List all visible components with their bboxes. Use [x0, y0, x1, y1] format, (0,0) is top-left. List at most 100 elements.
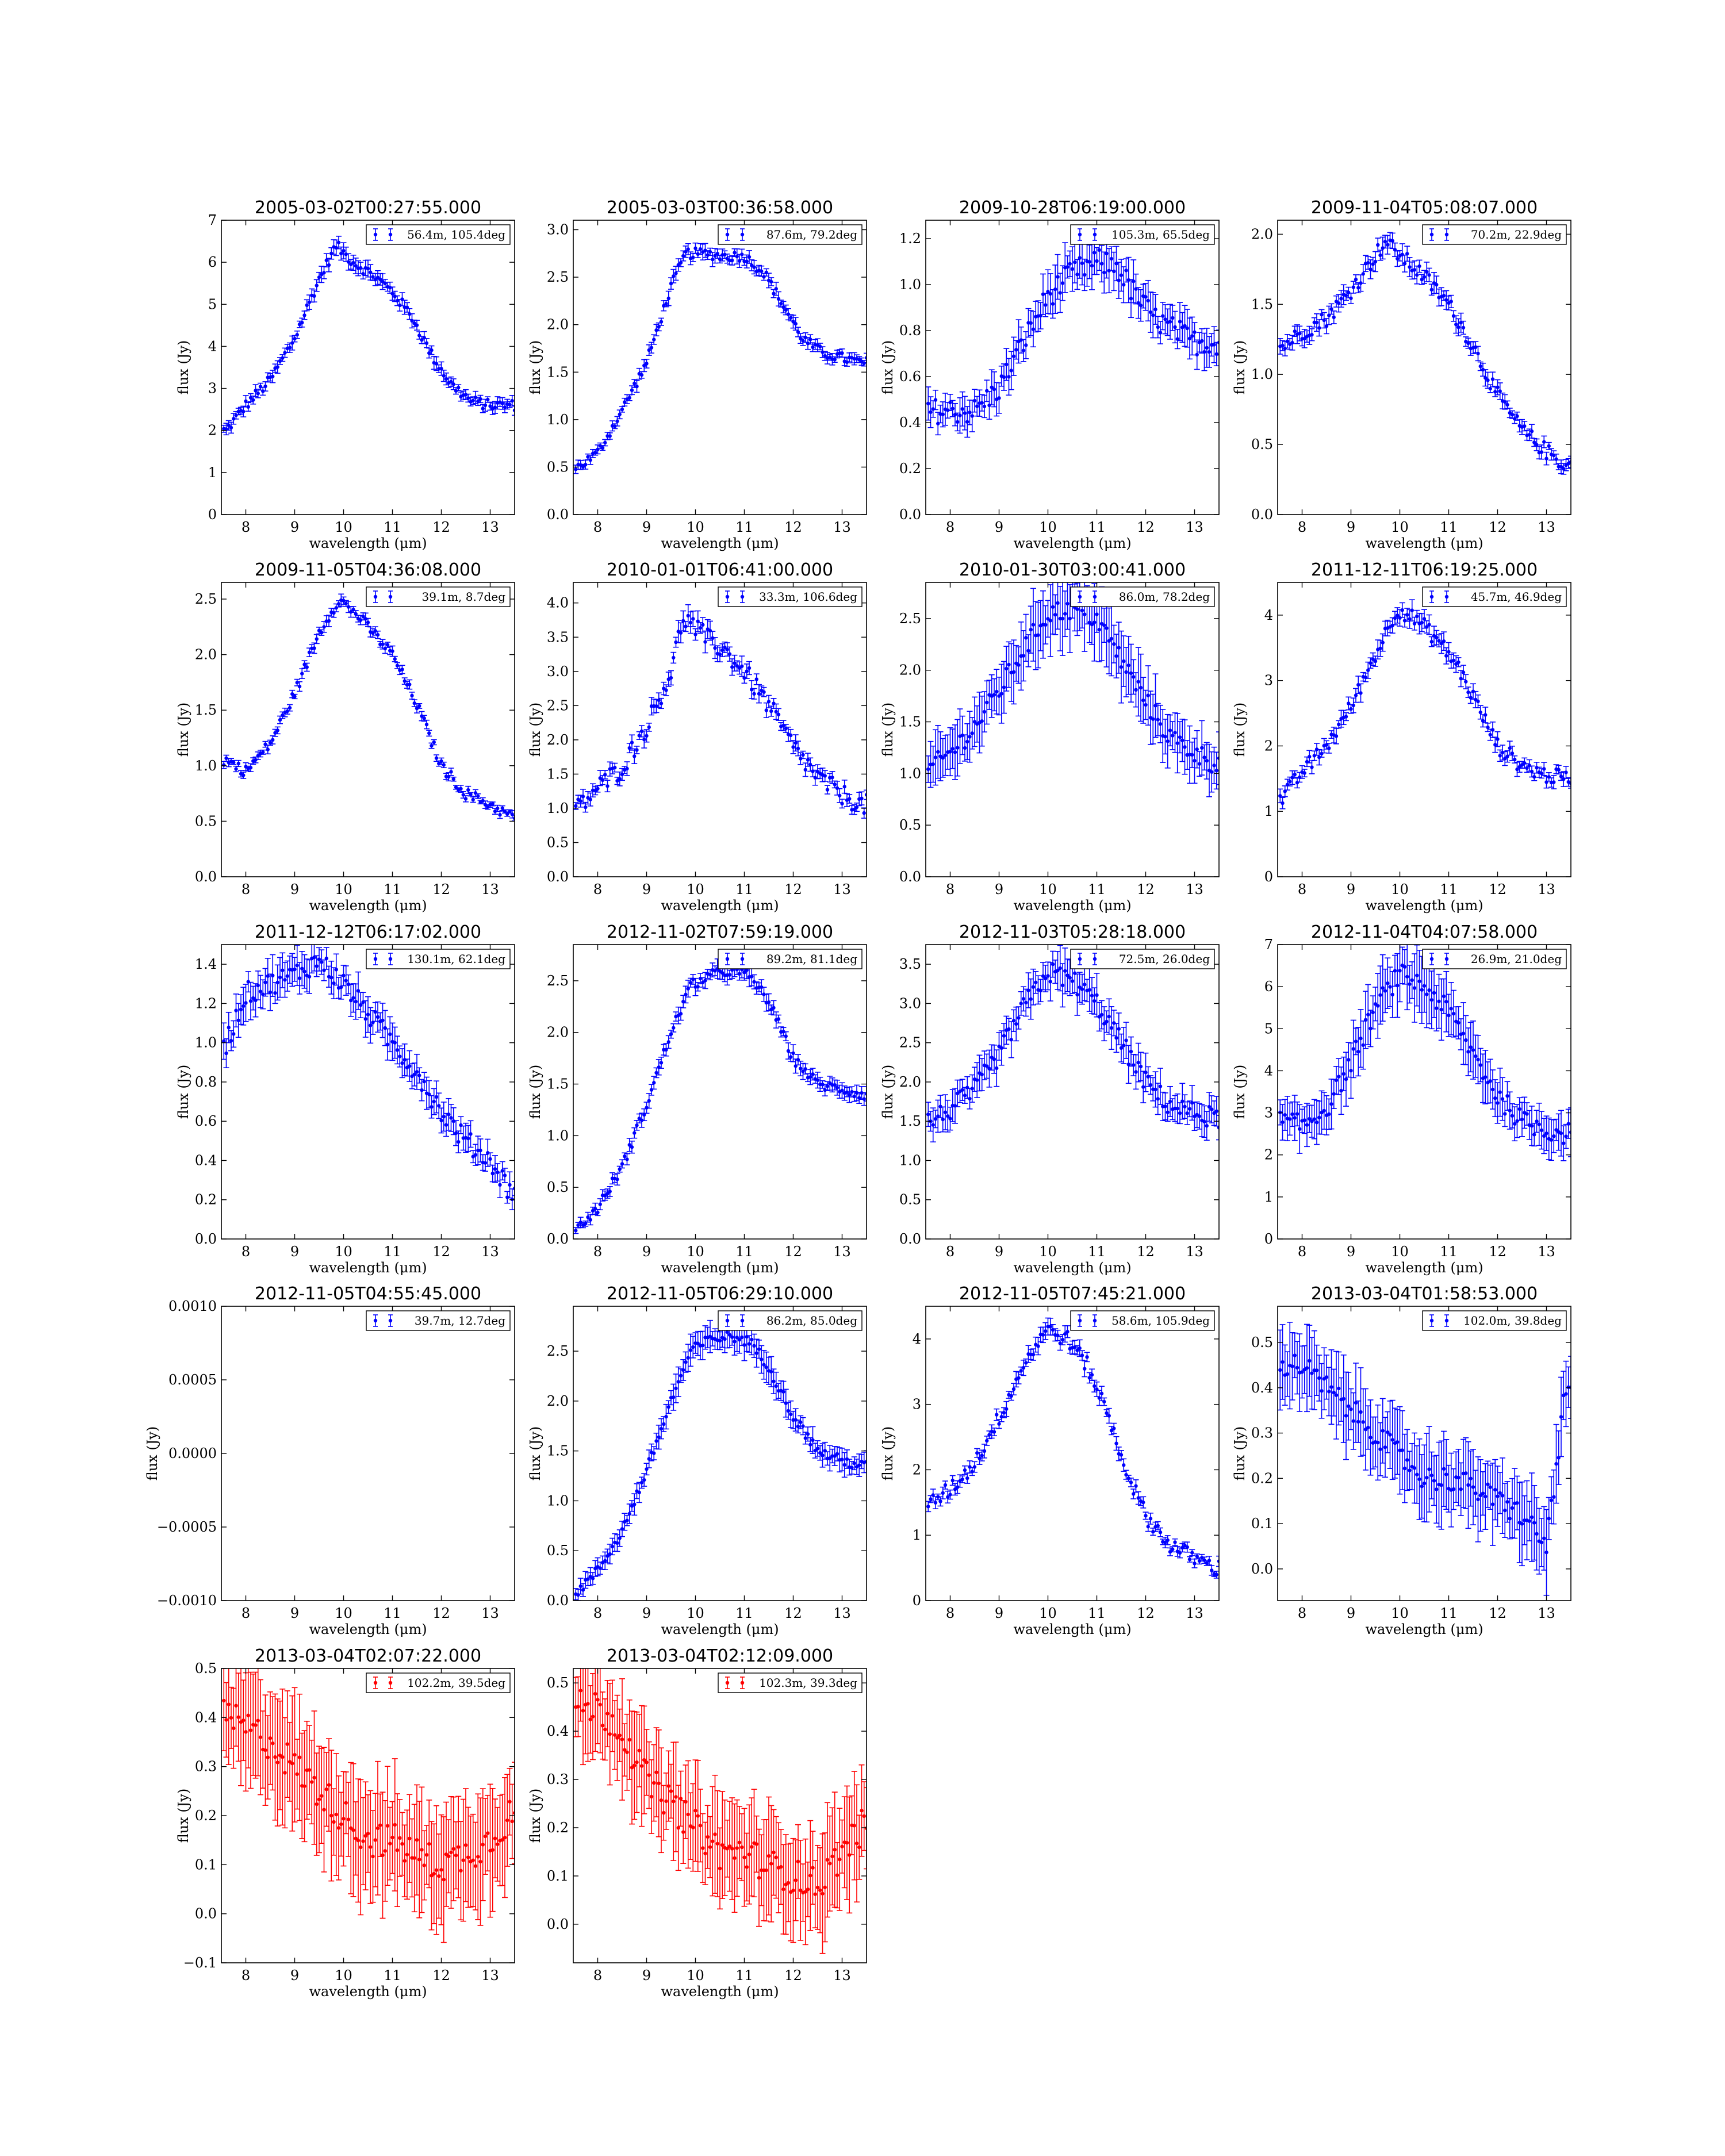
data-point	[730, 665, 734, 669]
data-point	[799, 336, 803, 340]
data-point	[258, 385, 263, 389]
x-tick-label: 12	[432, 519, 450, 535]
data-point	[1190, 753, 1194, 757]
data-point	[605, 1191, 610, 1196]
subplot-title: 2009-10-28T06:19:00.000	[959, 198, 1186, 218]
data-point	[1090, 622, 1094, 627]
data-point	[588, 797, 592, 801]
data-point	[1083, 612, 1087, 616]
data-point	[234, 1008, 238, 1012]
x-tick-label: 8	[593, 881, 602, 897]
data-point	[596, 1210, 600, 1215]
data-point	[1493, 743, 1497, 747]
data-point	[1070, 267, 1075, 271]
data-point	[588, 458, 592, 462]
data-point	[1122, 283, 1126, 287]
data-point	[356, 989, 361, 993]
data-point	[447, 1112, 451, 1117]
data-point	[430, 348, 434, 352]
data-point	[1398, 616, 1402, 620]
data-point	[632, 381, 637, 386]
data-point	[708, 972, 712, 977]
y-tick-label: 1.0	[547, 800, 569, 816]
data-point	[254, 389, 258, 393]
data-point	[1461, 325, 1466, 330]
data-point	[1329, 307, 1333, 311]
data-point	[229, 1038, 233, 1043]
data-point	[711, 258, 715, 262]
data-point	[664, 302, 668, 306]
y-tick-label: 1.5	[1251, 296, 1273, 312]
x-axis-label: wavelength (μm)	[309, 535, 427, 551]
data-point	[603, 440, 607, 445]
x-tick-label: 11	[384, 881, 401, 897]
subplot-6: 2010-01-01T06:41:00.000 8 9 10 11 12 13 0.0 0.5 1…	[527, 560, 867, 914]
data-point	[625, 1157, 629, 1161]
data-point	[1051, 605, 1055, 609]
data-point	[222, 763, 226, 767]
data-point	[1295, 781, 1300, 785]
data-point	[825, 788, 830, 792]
subplot-title: 2011-12-12T06:17:02.000	[255, 922, 481, 942]
data-point	[608, 434, 612, 438]
data-point	[381, 1018, 385, 1022]
data-point	[417, 704, 421, 708]
data-point	[1078, 256, 1082, 260]
data-point	[678, 260, 683, 265]
data-point	[605, 784, 610, 788]
data-point	[266, 974, 270, 978]
data-point	[603, 773, 607, 777]
data-point	[1402, 262, 1407, 266]
data-point	[363, 617, 367, 621]
data-point	[332, 981, 336, 985]
data-point	[1185, 326, 1189, 331]
y-tick-label: 2	[208, 423, 217, 439]
data-point	[251, 398, 255, 402]
data-point	[1532, 440, 1536, 444]
data-point	[346, 260, 351, 264]
data-point	[842, 785, 846, 789]
data-point	[1153, 704, 1157, 708]
data-point	[1161, 314, 1165, 318]
data-point	[1435, 635, 1439, 640]
data-point	[342, 248, 346, 253]
y-tick-label: 0.2	[195, 1192, 217, 1208]
plot-frame	[221, 582, 515, 877]
plot-frame	[573, 582, 867, 877]
data-point	[708, 250, 712, 254]
data-point	[371, 631, 375, 635]
data-point	[478, 397, 482, 401]
data-point	[1451, 658, 1456, 662]
data-point	[366, 620, 370, 624]
data-point	[410, 693, 414, 698]
x-tick-label: 13	[1186, 519, 1203, 535]
data-point	[371, 275, 375, 279]
data-point	[1046, 290, 1050, 294]
data-point	[1197, 762, 1202, 766]
y-tick-label: 2	[1264, 738, 1273, 754]
y-tick-label: 1	[208, 465, 217, 481]
data-point	[686, 987, 690, 991]
data-point	[1435, 282, 1439, 287]
data-point	[315, 964, 319, 968]
data-point	[645, 734, 649, 738]
data-point	[776, 712, 781, 716]
data-point	[1337, 722, 1341, 727]
x-axis-label: wavelength (μm)	[661, 535, 779, 551]
y-tick-label: 1.0	[195, 1035, 217, 1051]
data-point	[408, 682, 412, 686]
x-tick-label: 12	[1489, 519, 1506, 535]
data-point	[1080, 608, 1084, 612]
data-point	[1095, 612, 1099, 616]
data-point	[833, 358, 837, 362]
data-point	[1344, 293, 1348, 298]
data-point	[1523, 761, 1527, 765]
data-point	[1134, 688, 1138, 692]
data-point	[1146, 298, 1150, 303]
x-tick-label: 11	[735, 881, 753, 897]
y-axis-label: flux (Jy)	[527, 703, 543, 757]
data-point	[1488, 386, 1492, 391]
y-tick-label: 1.2	[195, 995, 217, 1011]
data-point	[297, 684, 302, 689]
data-point	[625, 766, 629, 771]
